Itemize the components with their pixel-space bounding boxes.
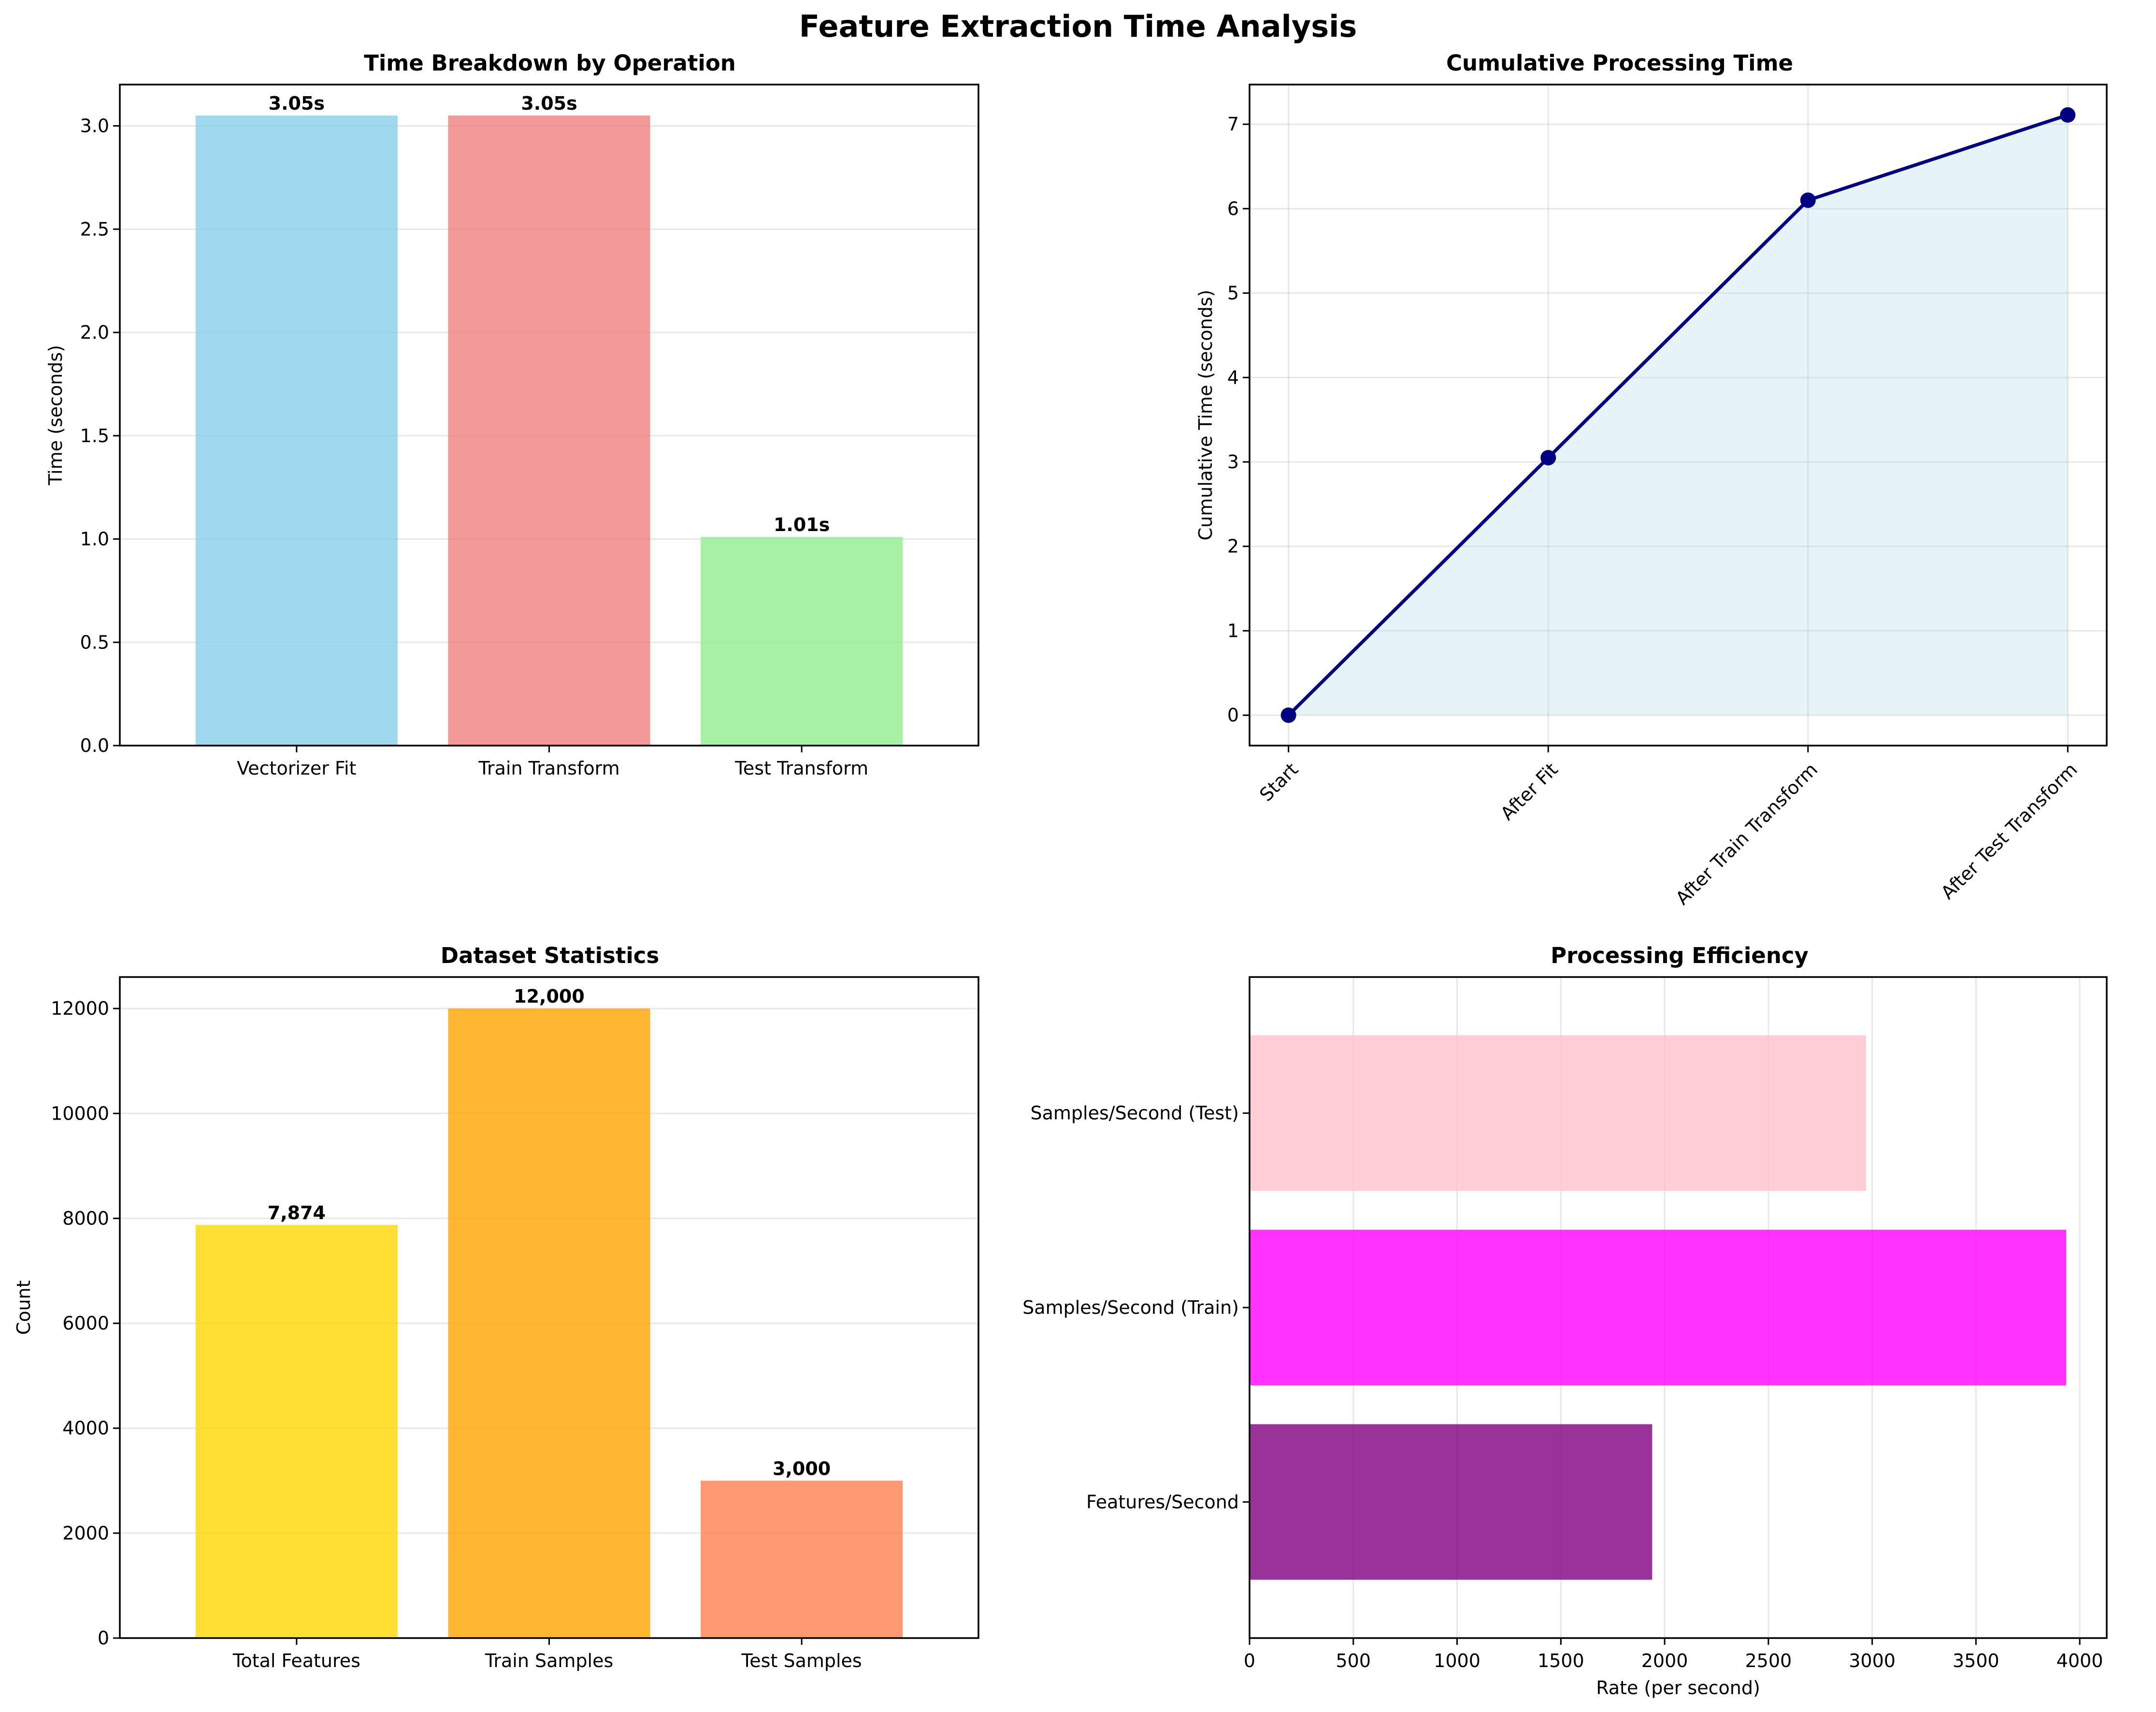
y-tick-label: 1.5 [80, 425, 109, 446]
bar [701, 1481, 903, 1638]
y-tick-label: 1.0 [80, 529, 109, 550]
y-tick-label: 4 [1227, 367, 1239, 388]
chart-title: Processing Efficiency [1551, 943, 1809, 968]
x-tick-label: Total Features [232, 1650, 360, 1671]
data-point [1800, 192, 1816, 208]
x-tick-label: Train Samples [485, 1650, 614, 1671]
y-tick-label: 2 [1227, 536, 1239, 557]
chart-dataset-statistics: Dataset Statistics 0 2000 4000 6000 8000 1000… [13, 943, 979, 1671]
bar [448, 115, 650, 746]
y-axis-label: Count [13, 1280, 34, 1335]
plot-frame [1249, 976, 2108, 1639]
y-tick-label: 4000 [62, 1418, 109, 1439]
y-axis-label: Time (seconds) [45, 345, 66, 486]
y-tick-label: 10000 [51, 1103, 109, 1124]
y-tick-label: 3 [1227, 451, 1239, 473]
x-tick-label: 500 [1336, 1650, 1371, 1671]
y-tick-label: 0 [98, 1627, 109, 1649]
x-tick-label: Test Samples [741, 1650, 862, 1671]
y-tick-label: 6000 [62, 1313, 109, 1334]
bar [195, 1225, 398, 1638]
x-tick-label: Test Transform [734, 758, 868, 779]
x-axis-label: Rate (per second) [1596, 1677, 1760, 1698]
y-tick-label: 0.0 [80, 735, 109, 756]
y-tick-label: 8000 [62, 1208, 109, 1229]
y-tick-label: 2000 [62, 1523, 109, 1544]
data-point [2060, 107, 2076, 123]
bar [1250, 1230, 2067, 1385]
x-tick-label: Train Transform [478, 758, 619, 779]
bar [1250, 1035, 1866, 1191]
x-tick-label: Vectorizer Fit [237, 758, 356, 779]
y-tick-label: Samples/Second (Train) [1022, 1297, 1239, 1318]
y-tick-label: 2.0 [80, 322, 109, 343]
data-point [1540, 450, 1556, 466]
plot-frame [1249, 84, 2108, 747]
y-tick-label: 5 [1227, 283, 1239, 304]
chart-title: Cumulative Processing Time [1446, 50, 1793, 76]
x-tick-label: 2000 [1641, 1650, 1688, 1671]
y-tick-label: 0 [1227, 705, 1239, 726]
y-axis-label: Cumulative Time (seconds) [1195, 289, 1216, 540]
plot-frame [119, 84, 979, 747]
data-point [1280, 707, 1296, 723]
y-tick-label: 1 [1227, 620, 1239, 641]
chart-processing-efficiency: Processing Efficiency 0 500 1000 1500 2000 25… [1022, 943, 2108, 1698]
bar-data-label: 12,000 [514, 986, 585, 1007]
y-tick-label: 3.0 [80, 115, 109, 137]
x-tick-label: After Fit [1496, 759, 1562, 824]
y-tick-label: 7 [1227, 114, 1239, 135]
series-line [1287, 113, 2069, 717]
figure-title: Feature Extraction Time Analysis [799, 9, 1357, 44]
bar [448, 1008, 650, 1638]
x-tick-label: 1000 [1434, 1650, 1480, 1671]
bar-data-label: 1.01s [774, 514, 830, 535]
chart-cumulative-time: Cumulative Processing Time 0 1 2 3 4 5 6 7 Start… [1195, 50, 2108, 909]
x-tick-label: 4000 [2056, 1650, 2103, 1671]
x-tick-label: 1500 [1538, 1650, 1584, 1671]
x-tick-label: After Train Transform [1671, 759, 1822, 909]
chart-time-breakdown: Time Breakdown by Operation 0.0 0.5 1.0 1.5… [45, 50, 979, 779]
x-tick-label: 2500 [1745, 1650, 1792, 1671]
chart-title: Dataset Statistics [441, 943, 659, 968]
x-tick-label: 3000 [1849, 1650, 1896, 1671]
bar [701, 537, 903, 746]
x-tick-label: After Test Transform [1937, 759, 2081, 903]
y-tick-label: Features/Second [1086, 1491, 1239, 1512]
y-tick-label: 0.5 [80, 632, 109, 653]
x-tick-label: 3500 [1953, 1650, 1999, 1671]
x-tick-label: 0 [1244, 1650, 1255, 1671]
bar-data-label: 7,874 [268, 1202, 326, 1223]
y-tick-label: 12000 [51, 998, 109, 1019]
x-tick-label: Start [1255, 759, 1302, 806]
chart-title: Time Breakdown by Operation [364, 50, 736, 76]
y-tick-label: Samples/Second (Test) [1031, 1103, 1239, 1124]
bar [1250, 1424, 1653, 1580]
bar-data-label: 3.05s [269, 93, 325, 114]
bar-data-label: 3.05s [521, 93, 577, 114]
bar-data-label: 3,000 [773, 1458, 831, 1479]
y-tick-label: 6 [1227, 198, 1239, 219]
y-tick-label: 2.5 [80, 218, 109, 240]
bar [195, 115, 398, 746]
plot-frame [119, 976, 979, 1639]
area-fill [1288, 115, 2068, 716]
